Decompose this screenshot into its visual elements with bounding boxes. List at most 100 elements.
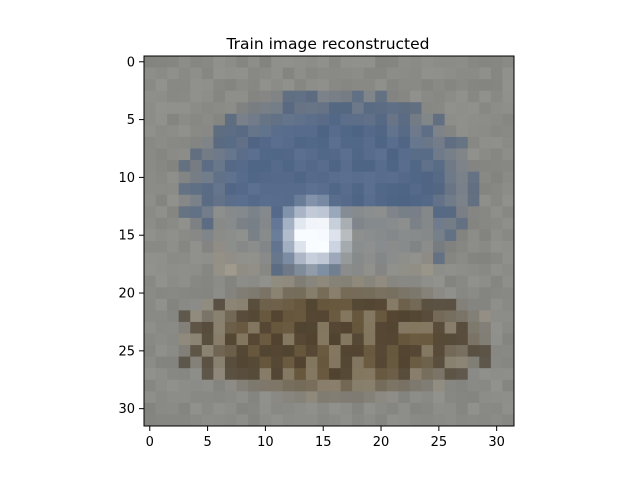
image-pixel <box>259 217 272 230</box>
image-pixel <box>340 183 353 196</box>
image-pixel <box>213 183 226 196</box>
image-pixel <box>144 241 156 253</box>
image-pixel <box>329 333 341 346</box>
image-pixel <box>294 321 307 334</box>
x-axis: 0 5 10 15 20 25 30 <box>146 426 505 450</box>
image-pixel <box>178 229 191 242</box>
image-pixel <box>282 102 295 115</box>
image-pixel <box>213 217 226 230</box>
image-pixel <box>167 56 180 68</box>
image-pixel <box>282 136 295 149</box>
image-pixel <box>224 67 237 80</box>
image-pixel <box>421 194 434 207</box>
image-pixel <box>282 183 295 196</box>
image-pixel <box>259 90 272 103</box>
image-pixel <box>259 194 272 207</box>
image-pixel <box>386 298 399 311</box>
image-pixel <box>363 90 376 103</box>
image-pixel <box>248 287 261 300</box>
image-pixel <box>317 171 330 184</box>
image-pixel <box>167 356 180 369</box>
image-pixel <box>456 125 469 138</box>
image-pixel <box>305 298 318 311</box>
image-pixel <box>167 136 180 149</box>
image-pixel <box>329 160 341 173</box>
image-pixel <box>305 252 318 265</box>
image-pixel <box>190 310 203 323</box>
image-pixel <box>490 56 503 68</box>
image-pixel <box>259 379 272 392</box>
image-pixel <box>352 56 365 68</box>
image-pixel <box>190 136 203 149</box>
image-pixel <box>305 102 318 115</box>
image-pixel <box>502 379 515 392</box>
image-pixel <box>479 136 492 149</box>
image-pixel <box>352 391 365 404</box>
image-pixel <box>259 252 272 265</box>
image-pixel <box>167 102 180 115</box>
image-pixel <box>352 171 365 184</box>
y-tick-label: 30 <box>118 402 135 417</box>
image-pixel <box>409 79 422 92</box>
image-pixel <box>444 287 457 300</box>
image-pixel <box>490 298 503 311</box>
image-pixel <box>456 356 469 369</box>
image-pixel <box>282 171 295 184</box>
image-pixel <box>433 264 446 277</box>
image-pixel <box>467 356 480 369</box>
image-pixel <box>213 136 226 149</box>
image-pixel <box>479 171 492 184</box>
image-pixel <box>294 275 307 288</box>
image-pixel <box>421 368 434 381</box>
image-pixel <box>409 321 422 334</box>
image-pixel <box>305 113 318 126</box>
image-pixel <box>398 56 411 68</box>
image-pixel <box>248 356 261 369</box>
image-pixel <box>340 194 353 207</box>
image-pixel <box>340 67 353 80</box>
image-pixel <box>340 148 353 161</box>
image-pixel <box>155 368 168 381</box>
image-pixel <box>421 264 434 277</box>
image-pixel <box>433 183 446 196</box>
image-pixel <box>444 252 457 265</box>
image-pixel <box>144 229 156 242</box>
image-pixel <box>201 379 214 392</box>
image-pixel <box>363 102 376 115</box>
image-pixel <box>317 79 330 92</box>
image-pixel <box>375 356 388 369</box>
image-pixel <box>248 113 261 126</box>
image-pixel <box>433 90 446 103</box>
image-pixel <box>375 298 388 311</box>
image-pixel <box>190 171 203 184</box>
image-pixel <box>329 194 341 207</box>
image-pixel <box>456 391 469 404</box>
image-pixel <box>456 90 469 103</box>
image-pixel <box>224 402 237 415</box>
image-pixel <box>363 217 376 230</box>
image-pixel <box>305 171 318 184</box>
image-pixel <box>479 148 492 161</box>
image-pixel <box>329 229 341 242</box>
image-pixel <box>224 136 237 149</box>
image-pixel <box>190 391 203 404</box>
image-pixel <box>352 333 365 346</box>
image-pixel <box>502 241 515 253</box>
y-tick-label: 5 <box>127 113 135 128</box>
image-pixel <box>201 148 214 161</box>
image-pixel <box>479 356 492 369</box>
image-pixel <box>190 194 203 207</box>
image-pixel <box>490 171 503 184</box>
image-pixel <box>271 67 284 80</box>
image-pixel <box>248 102 261 115</box>
image-pixel <box>409 148 422 161</box>
image-pixel <box>421 345 434 358</box>
image-pixel <box>363 402 376 415</box>
image-pixel <box>433 241 446 253</box>
image-pixel <box>155 183 168 196</box>
image-pixel <box>375 275 388 288</box>
image-pixel <box>317 56 330 68</box>
image-pixel <box>271 333 284 346</box>
